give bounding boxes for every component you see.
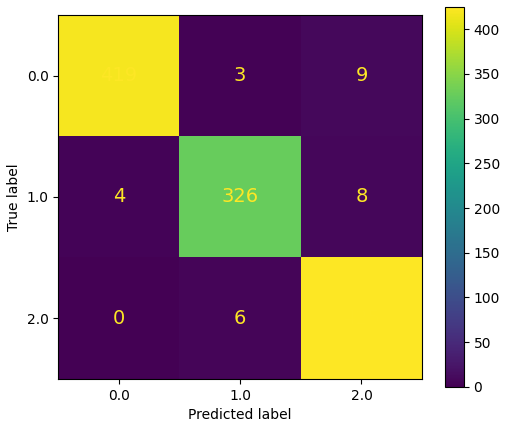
Y-axis label: True label: True label [7,163,21,231]
Text: 9: 9 [355,66,368,85]
Text: 3: 3 [234,66,246,85]
Text: 8: 8 [355,187,368,206]
Text: 0: 0 [113,309,125,328]
Text: 419: 419 [100,66,137,85]
Text: 6: 6 [234,309,246,328]
X-axis label: Predicted label: Predicted label [188,408,292,422]
Text: 425: 425 [343,309,380,328]
Text: 4: 4 [113,187,125,206]
Text: 326: 326 [222,187,259,206]
